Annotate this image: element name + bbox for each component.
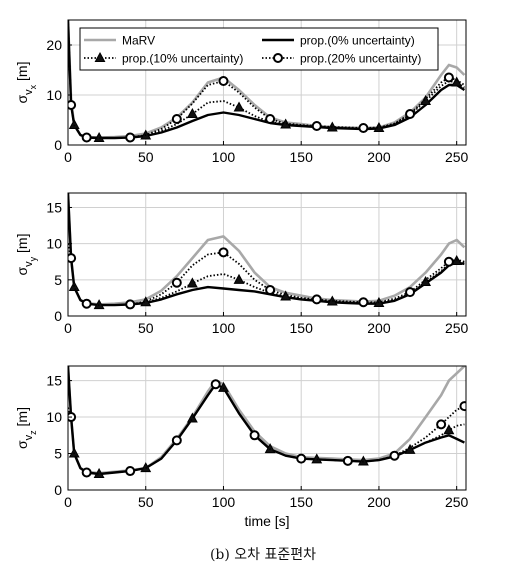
y-axis-label: σvz [m] <box>14 407 38 449</box>
y-tick-label: 0 <box>54 482 62 498</box>
legend-box <box>79 27 439 71</box>
series-marker <box>218 247 229 258</box>
series-line-prop-20-uncertainty <box>68 243 465 306</box>
series-marker <box>311 121 322 131</box>
y-axis-label: σvx [m] <box>14 62 38 104</box>
series-marker <box>358 123 369 133</box>
series-marker <box>81 298 92 309</box>
series-marker <box>233 101 245 112</box>
axes-box <box>67 192 467 317</box>
x-tick-label: 150 <box>290 494 314 510</box>
x-tick-label: 50 <box>138 149 154 165</box>
y-tick-label: 0 <box>54 308 62 324</box>
series-marker <box>125 132 136 143</box>
series-marker <box>265 114 276 124</box>
y-axis-label: σvy [m] <box>14 234 38 276</box>
series-marker <box>405 109 416 119</box>
subplot-3: 0 50 100 150 200 250 0 5 10 15 σvz [m] time [s] <box>14 365 469 529</box>
series-marker <box>420 275 432 286</box>
y-tick-label: 10 <box>46 236 62 252</box>
axes-box <box>67 19 467 146</box>
x-tick-label: 200 <box>367 320 391 336</box>
series-marker <box>311 294 322 305</box>
axes-box <box>67 365 467 491</box>
series-marker <box>436 419 447 430</box>
series-marker <box>443 424 455 435</box>
subplot-1: 0 50 100 150 200 250 0 10 20 σvx [m] MaRV prop.(0% … <box>14 19 469 165</box>
series-marker <box>451 76 463 87</box>
series-marker <box>81 467 92 478</box>
x-tick-label: 0 <box>64 494 72 510</box>
series-marker <box>210 379 221 390</box>
x-tick-label: 150 <box>290 320 314 336</box>
y-tick-label: 10 <box>46 87 62 103</box>
series-marker <box>125 299 136 310</box>
series-group <box>68 20 466 143</box>
x-tick-label: 200 <box>367 149 391 165</box>
series-marker <box>186 412 198 423</box>
series-marker <box>249 430 260 441</box>
series-marker <box>443 72 454 83</box>
series-marker <box>125 466 136 477</box>
series-marker <box>389 450 400 461</box>
series-marker <box>296 453 307 464</box>
series-marker <box>459 401 466 412</box>
series-marker <box>358 297 369 308</box>
x-tick-label: 250 <box>445 494 469 510</box>
x-tick-label: 0 <box>64 149 72 165</box>
series-marker <box>233 273 245 284</box>
x-axis-label: time [s] <box>244 513 289 529</box>
y-tick-label: 0 <box>54 137 62 153</box>
legend-label: prop.(10% uncertainty) <box>122 52 243 66</box>
series-marker <box>405 287 416 298</box>
y-tick-label: 15 <box>46 199 62 215</box>
figure-caption: (b) 오차 표준편차 <box>209 547 317 563</box>
x-tick-label: 100 <box>212 494 236 510</box>
x-tick-label: 50 <box>138 320 154 336</box>
x-tick-label: 100 <box>212 149 236 165</box>
subplot-2: 0 50 100 150 200 250 0 5 10 15 σvy [m] <box>14 192 469 336</box>
y-tick-label: 10 <box>46 409 62 425</box>
series-marker <box>171 114 182 124</box>
series-marker <box>171 435 182 446</box>
series-line-marv <box>68 366 466 475</box>
y-tick-label: 5 <box>54 446 62 462</box>
y-tick-label: 5 <box>54 272 62 288</box>
series-marker <box>443 256 454 267</box>
series-line-prop-0-uncertainty <box>68 366 465 476</box>
series-marker <box>186 107 198 118</box>
y-tick-label: 20 <box>46 37 62 53</box>
legend-marker <box>273 53 283 63</box>
x-tick-label: 100 <box>212 320 236 336</box>
x-tick-label: 50 <box>138 494 154 510</box>
series-marker <box>171 277 182 288</box>
series-marker <box>265 284 276 295</box>
legend-marker <box>94 51 106 62</box>
series-marker <box>218 76 229 86</box>
series-line-prop-20-uncertainty <box>68 383 465 475</box>
legend-label: MaRV <box>122 34 155 48</box>
series-marker <box>404 443 416 454</box>
x-tick-label: 150 <box>290 149 314 165</box>
legend: MaRV prop.(0% uncertainty) prop.(10% uncer… <box>79 27 439 71</box>
series-marker <box>68 118 80 129</box>
series-line-prop-10-uncertainty <box>68 366 465 475</box>
x-tick-label: 0 <box>64 320 72 336</box>
x-tick-label: 250 <box>445 320 469 336</box>
x-tick-label: 200 <box>367 494 391 510</box>
series-group <box>68 366 466 478</box>
series-marker <box>68 253 77 264</box>
legend-label: prop.(0% uncertainty) <box>300 34 415 48</box>
series-marker <box>342 455 353 466</box>
series-marker <box>68 100 77 110</box>
y-tick-label: 15 <box>46 373 62 389</box>
series-marker <box>186 277 198 288</box>
legend-label: prop.(20% uncertainty) <box>300 52 421 66</box>
x-tick-label: 250 <box>445 149 469 165</box>
series-group <box>68 193 466 310</box>
series-marker <box>81 132 92 143</box>
